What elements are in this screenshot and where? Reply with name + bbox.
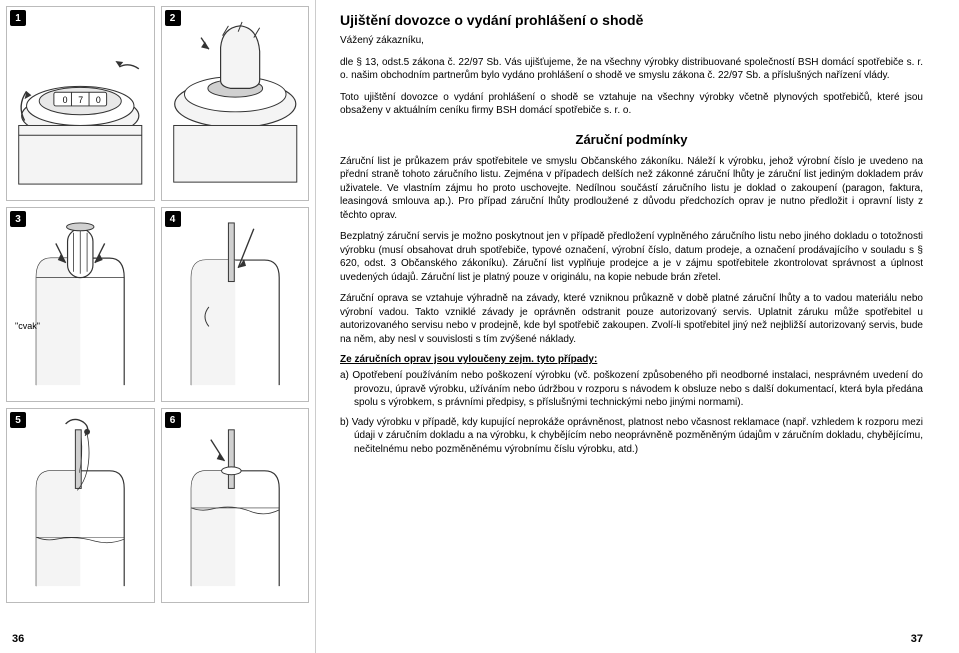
document-title: Ujištění dovozce o vydání prohlášení o s… (340, 12, 923, 28)
figure-2: 2 (161, 6, 310, 201)
figure-2-illustration (162, 7, 309, 200)
intro-paragraph-2: Toto ujištění dovozce o vydání prohlášen… (340, 91, 923, 118)
svg-text:7: 7 (78, 95, 83, 105)
figure-4: 4 (161, 207, 310, 402)
figure-3-illustration (7, 208, 154, 401)
figure-3: 3 "cvak" (6, 207, 155, 402)
warranty-paragraph-3: Záruční oprava se vztahuje výhradně na z… (340, 292, 923, 346)
figure-1-illustration: 0 7 0 (7, 7, 154, 200)
exclusion-item-a: a) Opotřebení používáním nebo poškození … (340, 369, 923, 410)
page-number-left: 36 (12, 633, 24, 645)
exclusion-heading: Ze záručních oprav jsou vyloučeny zejm. … (340, 354, 923, 365)
figure-5: 5 (6, 408, 155, 603)
intro-paragraph-1: dle § 13, odst.5 zákona č. 22/97 Sb. Vás… (340, 56, 923, 83)
figure-6-illustration (162, 409, 309, 602)
exclusion-item-b: b) Vady výrobku v případě, kdy kupující … (340, 416, 923, 457)
warranty-paragraph-1: Záruční list je průkazem práv spotřebite… (340, 155, 923, 223)
warranty-paragraph-2: Bezplatný záruční servis je možno poskyt… (340, 230, 923, 284)
warranty-heading: Záruční podmínky (340, 132, 923, 147)
figure-6: 6 (161, 408, 310, 603)
page-number-right: 37 (911, 633, 923, 645)
intro-salutation: Vážený zákazníku, (340, 34, 923, 48)
figure-5-illustration (7, 409, 154, 602)
cvak-label-left: "cvak" (15, 321, 40, 331)
figure-4-illustration (162, 208, 309, 401)
svg-text:0: 0 (96, 95, 101, 105)
svg-text:0: 0 (63, 95, 68, 105)
figure-1: 1 0 7 0 (6, 6, 155, 201)
